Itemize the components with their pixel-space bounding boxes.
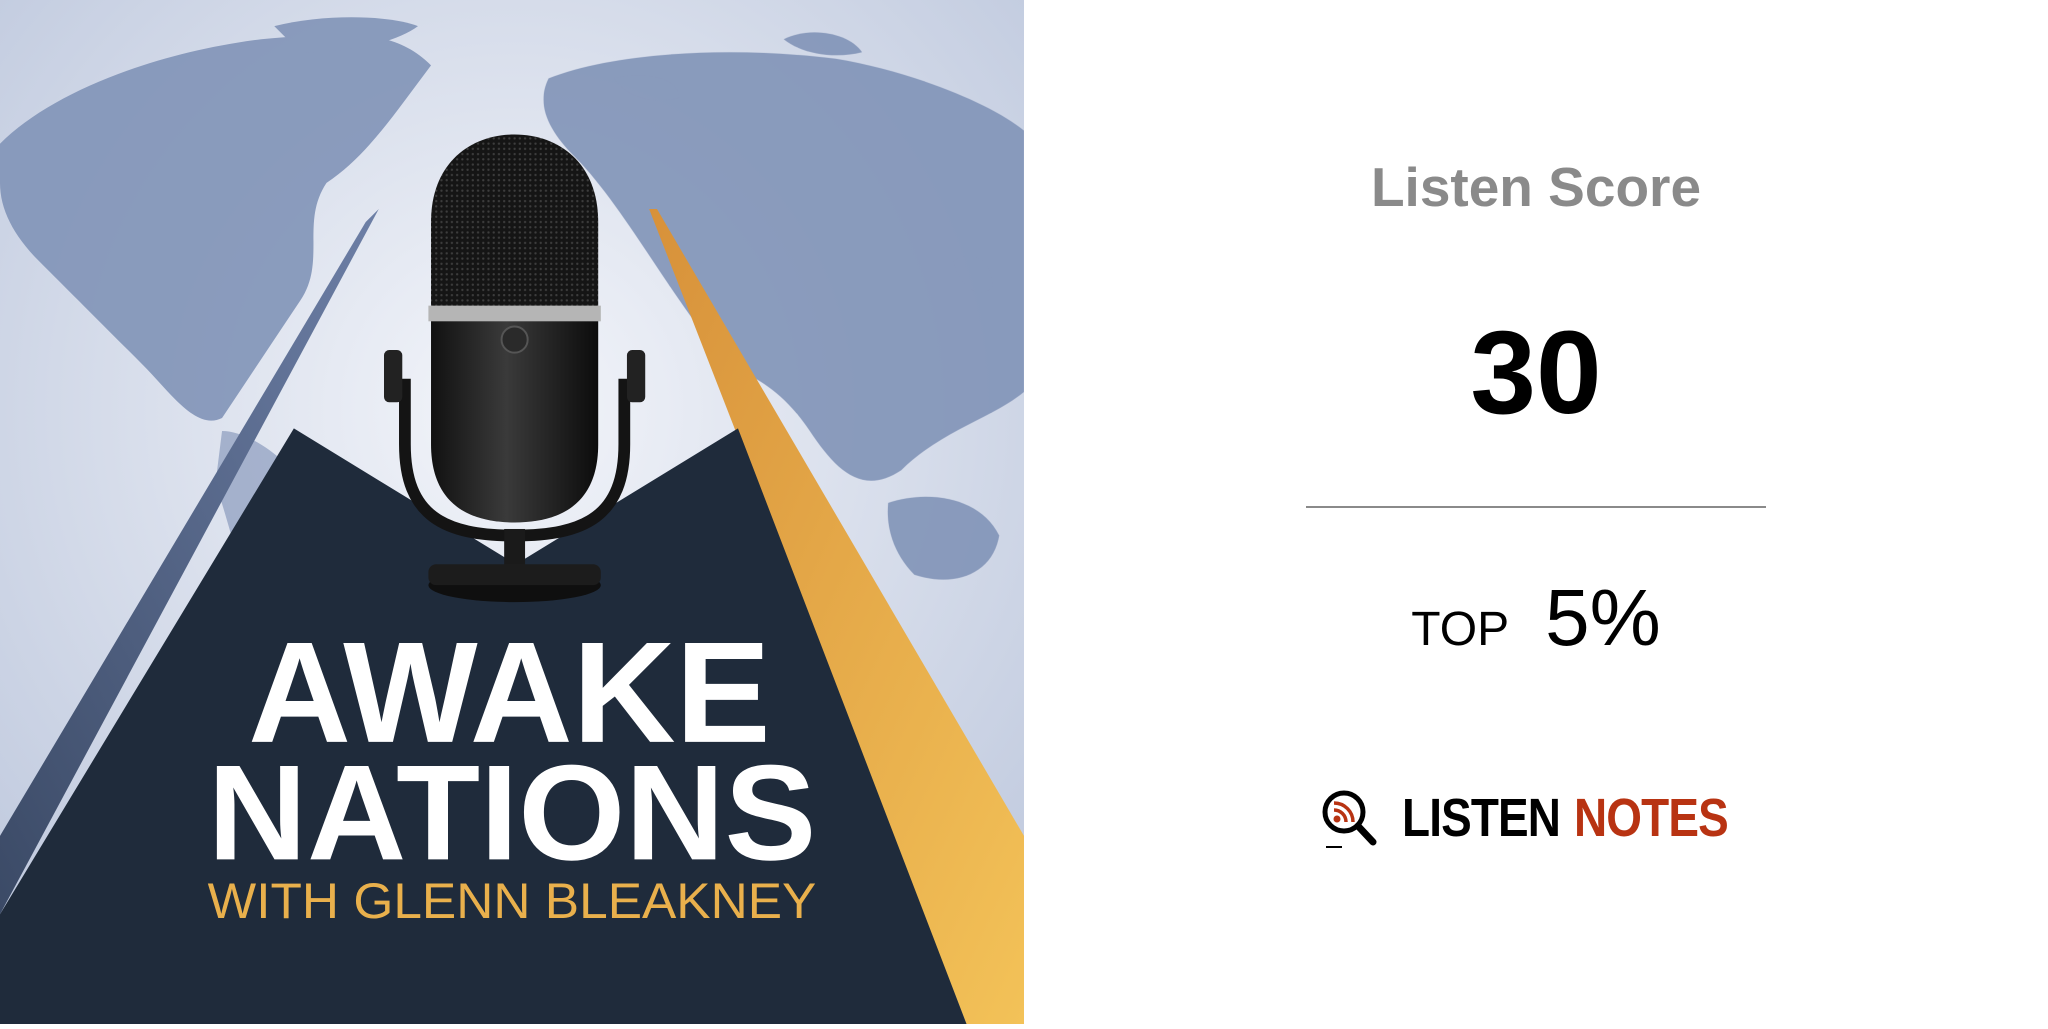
navy-triangle [0,428,967,1024]
podcast-cover-art: AWAKE NATIONS WITH GLENN BLEAKNEY [0,0,1024,1024]
logo-word-notes: NOTES [1574,788,1729,848]
cover-host-line: WITH GLENN BLEAKNEY [208,873,817,929]
cover-title-line2: NATIONS [208,736,817,888]
world-map [0,17,1024,614]
cover-illustration: AWAKE NATIONS WITH GLENN BLEAKNEY [0,0,1024,1024]
listen-notes-logo: LISTEN NOTES [1318,786,1755,850]
rank: TOP 5% [1024,572,2048,664]
listen-score-value: 30 [1470,307,1602,439]
divider [1306,506,1766,508]
microphone-icon [384,134,646,603]
magnifier-rss-icon [1322,790,1377,848]
gold-stripe [649,208,1024,1024]
cover-title-line1: AWAKE [248,613,770,773]
blue-stripe [0,208,379,915]
rank-value: 5% [1545,573,1661,662]
logo-word-listen: LISTEN [1402,788,1561,848]
listen-score-panel: Listen Score 30 TOP 5% LISTEN NOTES [1024,0,2048,1024]
listen-score-title: Listen Score [1370,156,1702,218]
rank-label: TOP [1411,603,1510,656]
